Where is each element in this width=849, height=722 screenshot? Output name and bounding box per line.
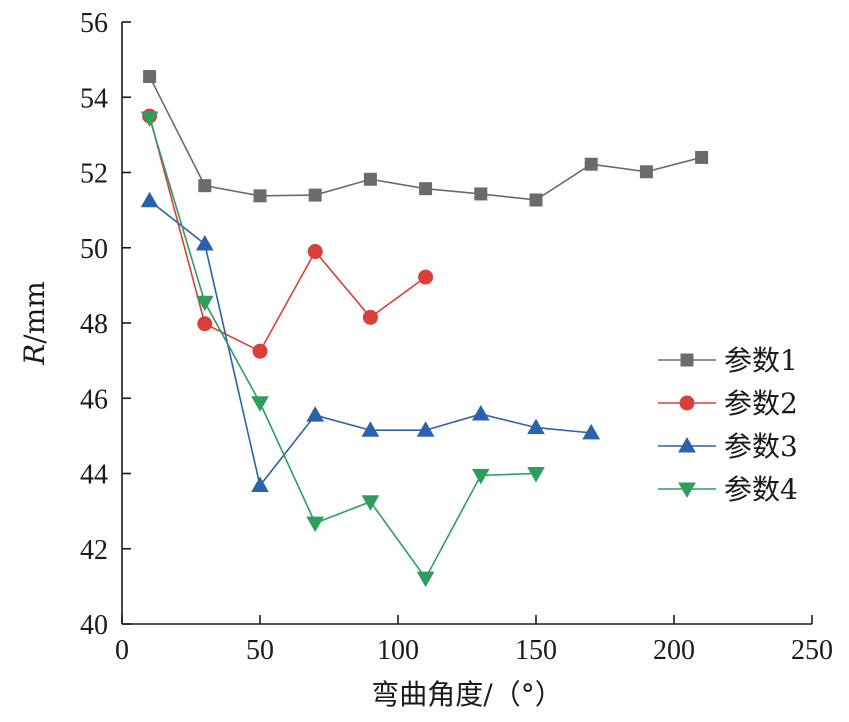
y-axis-title-symbol: R — [18, 344, 51, 366]
series-2-point — [197, 316, 213, 332]
series-3-point — [416, 421, 435, 437]
series-4-point — [527, 467, 545, 483]
series-1-point — [695, 150, 709, 164]
series-3 — [140, 191, 601, 493]
x-axis-ticks: 0 50 100 150 200 250 — [115, 615, 833, 666]
series-3-line — [149, 200, 592, 488]
legend-label: 参数1 — [724, 344, 798, 377]
series-2-point — [418, 269, 434, 285]
series-3-point — [306, 406, 325, 422]
series-4-point — [195, 295, 214, 312]
y-tick-label: 40 — [80, 610, 108, 641]
x-tick-label: 100 — [377, 635, 419, 666]
legend-swatch-marker — [678, 482, 696, 499]
series-3-point — [582, 423, 601, 440]
series-1-point — [363, 172, 377, 186]
legend-item-1: 参数1 — [658, 344, 798, 377]
x-tick-label: 150 — [515, 635, 557, 666]
series-4-point — [361, 495, 380, 511]
series-4-point — [251, 396, 269, 412]
x-tick-label: 0 — [115, 635, 129, 666]
legend-item-4: 参数4 — [658, 473, 798, 506]
y-tick-label: 56 — [80, 8, 108, 39]
legend-item-3: 参数3 — [658, 430, 798, 463]
series-2 — [142, 108, 434, 359]
series-1-point — [198, 179, 212, 193]
legend-label: 参数2 — [724, 387, 798, 420]
series-4-point — [416, 571, 435, 588]
series-2-point — [252, 343, 268, 359]
y-tick-label: 46 — [80, 384, 108, 415]
y-tick-label: 48 — [80, 309, 108, 340]
y-axis-ticks: 40 42 44 46 48 50 52 54 56 — [80, 8, 131, 641]
series-1-point — [639, 165, 653, 179]
series-2-line — [148, 115, 427, 353]
series-3-point — [527, 418, 545, 435]
series-1-point — [143, 70, 157, 84]
series-3-point — [471, 405, 490, 421]
legend-label: 参数3 — [724, 430, 798, 463]
legend-swatch-marker — [679, 395, 695, 411]
legend-item-2: 参数2 — [658, 387, 798, 420]
series-1-point — [474, 187, 488, 201]
series-1-point — [253, 189, 267, 203]
y-axis-title-unit: /mm — [18, 281, 51, 344]
series-3-point — [140, 191, 159, 208]
series-3-point — [361, 421, 380, 437]
series-4-point — [471, 468, 490, 485]
y-tick-label: 42 — [80, 535, 108, 566]
legend: 参数1 参数2 参数3 参数4 — [658, 344, 798, 506]
series-1-point — [419, 182, 433, 196]
y-tick-label: 50 — [80, 234, 108, 265]
legend-swatch-marker — [680, 353, 694, 367]
x-tick-label: 200 — [653, 635, 695, 666]
series-3-point — [195, 234, 214, 251]
legend-swatch-marker — [678, 436, 696, 453]
y-tick-label: 54 — [80, 83, 108, 114]
series-4 — [140, 111, 545, 588]
series-2-point — [307, 244, 323, 260]
series-layer — [140, 70, 709, 588]
x-tick-label: 50 — [246, 635, 274, 666]
axes — [121, 22, 812, 625]
series-1-point — [308, 188, 322, 202]
series-1-point — [584, 157, 598, 171]
y-axis-title: R/mm — [18, 281, 51, 366]
series-1-point — [529, 193, 543, 207]
series-3-point — [251, 476, 269, 493]
series-1 — [143, 70, 709, 207]
legend-label: 参数4 — [724, 473, 798, 506]
series-4-point — [140, 111, 159, 127]
x-tick-label: 250 — [791, 635, 833, 666]
series-4-point — [306, 516, 325, 533]
y-tick-label: 44 — [80, 460, 108, 491]
y-tick-label: 52 — [80, 159, 108, 190]
series-4-line — [148, 117, 537, 580]
x-axis-title: 弯曲角度/（°） — [371, 678, 562, 711]
series-2-point — [362, 309, 378, 325]
series-1-line — [148, 76, 702, 201]
